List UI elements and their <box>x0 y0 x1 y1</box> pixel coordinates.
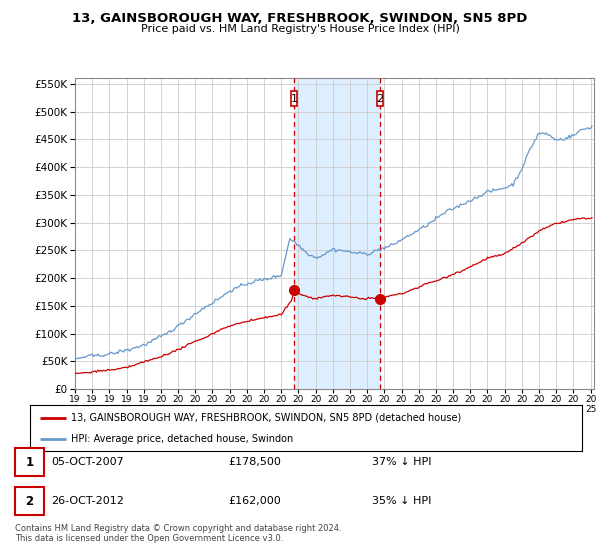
Text: 1: 1 <box>25 455 34 469</box>
Text: 13, GAINSBOROUGH WAY, FRESHBROOK, SWINDON, SN5 8PD (detached house): 13, GAINSBOROUGH WAY, FRESHBROOK, SWINDO… <box>71 413 461 423</box>
Text: Price paid vs. HM Land Registry's House Price Index (HPI): Price paid vs. HM Land Registry's House … <box>140 24 460 34</box>
Text: 2: 2 <box>25 494 34 508</box>
Text: 1: 1 <box>290 94 298 104</box>
Text: HPI: Average price, detached house, Swindon: HPI: Average price, detached house, Swin… <box>71 435 293 444</box>
Text: 26-OCT-2012: 26-OCT-2012 <box>51 496 124 506</box>
FancyBboxPatch shape <box>377 91 383 106</box>
Bar <box>294 78 380 389</box>
Text: 2: 2 <box>376 94 383 104</box>
Text: 35% ↓ HPI: 35% ↓ HPI <box>372 496 431 506</box>
Text: £178,500: £178,500 <box>228 457 281 467</box>
FancyBboxPatch shape <box>291 91 297 106</box>
Text: Contains HM Land Registry data © Crown copyright and database right 2024.
This d: Contains HM Land Registry data © Crown c… <box>15 524 341 543</box>
Text: £162,000: £162,000 <box>228 496 281 506</box>
Text: 13, GAINSBOROUGH WAY, FRESHBROOK, SWINDON, SN5 8PD: 13, GAINSBOROUGH WAY, FRESHBROOK, SWINDO… <box>73 12 527 25</box>
Text: 05-OCT-2007: 05-OCT-2007 <box>51 457 124 467</box>
Text: 37% ↓ HPI: 37% ↓ HPI <box>372 457 431 467</box>
